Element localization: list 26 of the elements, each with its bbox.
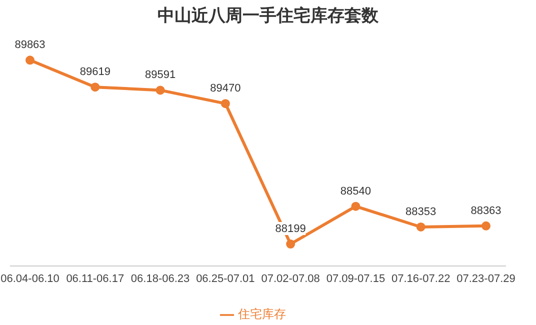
data-label: 89470 xyxy=(210,82,241,95)
x-tick-label: 06.25-07.01 xyxy=(196,272,255,285)
data-label: 88363 xyxy=(470,204,502,217)
x-tick-label: 07.16-07.22 xyxy=(392,272,450,285)
x-tick-label: 06.11-06.17 xyxy=(66,272,124,285)
data-label: 88199 xyxy=(275,223,306,236)
point xyxy=(156,86,165,95)
x-tick-label: 07.09-07.15 xyxy=(326,272,386,285)
point xyxy=(286,240,296,249)
data-label: 88540 xyxy=(340,185,372,198)
point xyxy=(416,222,426,232)
data-label: 89863 xyxy=(14,39,46,52)
x-tick-label: 06.04-06.10 xyxy=(0,272,60,285)
point xyxy=(90,82,100,92)
point xyxy=(26,56,34,65)
chart-title: 中山近八周一手住宅库存套数 xyxy=(156,5,380,27)
point xyxy=(482,221,490,230)
x-tick-label: 07.23-07.29 xyxy=(456,272,516,285)
x-tick-label: 06.18-06.23 xyxy=(130,272,190,285)
data-label: 88353 xyxy=(406,206,436,218)
point xyxy=(220,99,230,108)
data-label: 89619 xyxy=(80,66,110,78)
x-tick-label: 07.02-07.08 xyxy=(261,272,320,285)
point xyxy=(351,202,360,211)
legend-label: 住宅库存 xyxy=(238,307,286,321)
data-label: 89591 xyxy=(144,69,176,82)
